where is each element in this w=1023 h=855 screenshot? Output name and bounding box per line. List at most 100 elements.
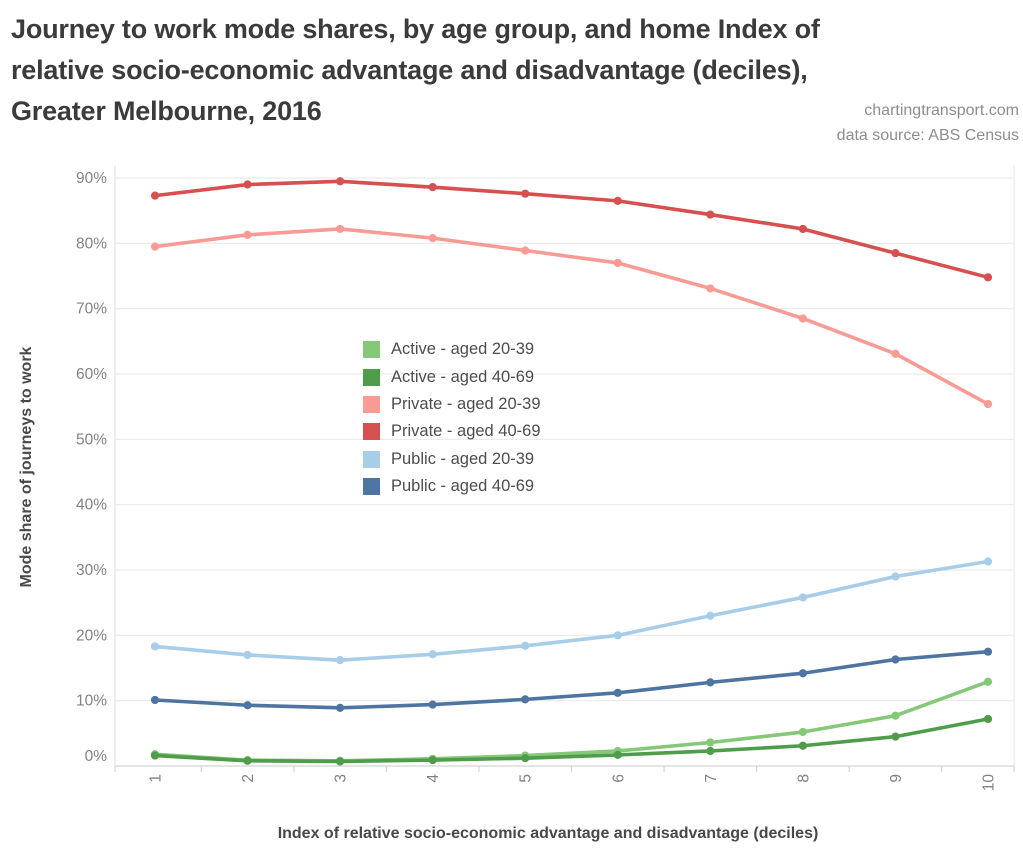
data-point-active-aged-40-69-decile-2 (243, 756, 252, 765)
y-tick-label-20%: 20% (76, 627, 107, 644)
data-point-private-aged-40-69-decile-10 (983, 273, 993, 282)
data-point-private-aged-20-39-decile-2 (243, 230, 252, 239)
series-line-public-aged-40-69 (153, 649, 990, 710)
x-tick-label-10: 10 (981, 774, 998, 792)
legend-label-public-aged-20-39: Public - aged 20-39 (391, 449, 535, 468)
y-tick-label-0%: 0% (85, 748, 108, 765)
data-point-private-aged-20-39-decile-3 (336, 224, 345, 234)
legend-swatch-active-aged-20-39 (363, 341, 380, 359)
chart-title-line-2: relative socio-economic advantage and di… (11, 55, 808, 85)
data-point-public-aged-40-69-decile-6 (613, 688, 622, 697)
legend-swatch-private-aged-20-39 (363, 395, 380, 413)
data-point-public-aged-20-39-decile-3 (336, 656, 345, 665)
x-tick-label-6: 6 (610, 774, 627, 783)
data-point-public-aged-40-69-decile-9 (891, 655, 900, 664)
chart-title-line-1: Journey to work mode shares, by age grou… (11, 14, 820, 44)
legend-item-private-aged-20-39: Private - aged 20-39 (363, 391, 541, 418)
y-tick-label-10%: 10% (76, 693, 107, 710)
legend-item-private-aged-40-69: Private - aged 40-69 (363, 418, 541, 445)
x-tick-label-5: 5 (518, 774, 535, 783)
x-tick-label-7: 7 (703, 774, 720, 783)
data-point-private-aged-40-69-decile-3 (336, 177, 345, 186)
x-tick-label-2: 2 (240, 774, 257, 783)
data-point-private-aged-20-39-decile-7 (706, 284, 715, 293)
x-tick-label-9: 9 (888, 774, 905, 783)
y-tick-label-40%: 40% (76, 497, 107, 514)
data-point-private-aged-20-39-decile-5 (521, 246, 530, 255)
data-point-private-aged-20-39-decile-9 (891, 349, 900, 358)
data-point-public-aged-40-69-decile-2 (243, 701, 252, 710)
legend: Active - aged 20-39 Active - aged 40-69 Pr… (363, 336, 541, 500)
data-point-active-aged-40-69-decile-9 (891, 732, 900, 741)
legend-item-public-aged-40-69: Public - aged 40-69 (363, 473, 541, 500)
legend-item-active-aged-20-39: Active - aged 20-39 (363, 336, 541, 363)
data-point-active-aged-20-39-decile-10 (983, 677, 993, 686)
legend-swatch-active-aged-40-69 (363, 368, 380, 386)
data-point-active-aged-40-69-decile-1 (150, 751, 160, 760)
chart-title-line-3: Greater Melbourne, 2016 (11, 96, 322, 126)
data-point-private-aged-20-39-decile-6 (613, 258, 622, 268)
data-point-private-aged-40-69-decile-1 (150, 191, 160, 200)
data-point-active-aged-40-69-decile-3 (336, 757, 345, 766)
data-point-active-aged-20-39-decile-7 (706, 738, 715, 747)
y-tick-label-70%: 70% (76, 301, 107, 318)
legend-label-active-aged-40-69: Active - aged 40-69 (391, 367, 535, 386)
legend-item-public-aged-20-39: Public - aged 20-39 (363, 446, 541, 473)
data-point-private-aged-20-39-decile-10 (983, 399, 993, 409)
series-line-private-aged-40-69 (153, 179, 990, 280)
data-point-public-aged-20-39-decile-7 (706, 611, 715, 620)
legend-swatch-public-aged-40-69 (363, 478, 380, 496)
x-tick-label-4: 4 (425, 774, 442, 783)
data-point-private-aged-40-69-decile-4 (428, 183, 437, 192)
data-point-public-aged-20-39-decile-9 (891, 572, 900, 581)
credit-block: chartingtransport.com data source: ABS C… (837, 98, 1019, 148)
data-point-public-aged-20-39-decile-10 (983, 557, 993, 566)
data-point-private-aged-40-69-decile-9 (891, 249, 900, 258)
series-line-active-aged-40-69 (153, 717, 990, 764)
data-point-public-aged-20-39-decile-1 (150, 642, 160, 651)
data-point-public-aged-20-39-decile-5 (521, 641, 530, 650)
legend-label-active-aged-20-39: Active - aged 20-39 (391, 340, 535, 359)
data-point-public-aged-40-69-decile-5 (521, 695, 530, 704)
data-point-active-aged-40-69-decile-8 (798, 741, 807, 750)
x-tick-label-3: 3 (333, 774, 350, 783)
data-point-public-aged-40-69-decile-4 (428, 700, 437, 709)
y-tick-label-60%: 60% (76, 366, 107, 383)
credit-site: chartingtransport.com (864, 102, 1019, 119)
x-axis-title: Index of relative socio-economic advanta… (277, 825, 819, 842)
data-point-public-aged-20-39-decile-6 (613, 631, 622, 640)
data-point-public-aged-40-69-decile-3 (336, 703, 345, 712)
data-point-private-aged-40-69-decile-7 (706, 210, 715, 219)
data-point-private-aged-20-39-decile-4 (428, 234, 437, 243)
y-tick-label-90%: 90% (76, 170, 107, 187)
data-point-public-aged-40-69-decile-10 (983, 647, 993, 656)
data-point-public-aged-40-69-decile-1 (150, 695, 160, 705)
data-point-private-aged-40-69-decile-2 (243, 180, 252, 189)
data-point-active-aged-40-69-decile-10 (983, 714, 993, 724)
legend-label-private-aged-20-39: Private - aged 20-39 (391, 394, 541, 413)
data-point-active-aged-40-69-decile-7 (706, 746, 715, 756)
data-point-private-aged-20-39-decile-8 (798, 314, 807, 323)
data-point-public-aged-40-69-decile-8 (798, 669, 807, 678)
y-tick-label-30%: 30% (76, 562, 107, 579)
series-line-active-aged-20-39 (153, 679, 990, 763)
legend-swatch-public-aged-20-39 (363, 450, 380, 468)
data-point-private-aged-40-69-decile-5 (521, 189, 530, 198)
x-tick-label-8: 8 (795, 774, 812, 783)
y-axis-title: Mode share of journeys to work (18, 346, 35, 588)
chart-title: Journey to work mode shares, by age grou… (11, 9, 820, 132)
data-point-public-aged-40-69-decile-7 (706, 678, 715, 687)
data-point-public-aged-20-39-decile-2 (243, 650, 252, 660)
data-point-public-aged-20-39-decile-8 (798, 593, 807, 602)
series-line-private-aged-20-39 (153, 227, 990, 406)
data-point-private-aged-40-69-decile-6 (613, 196, 622, 205)
data-point-public-aged-20-39-decile-4 (428, 650, 437, 659)
data-point-active-aged-40-69-decile-6 (613, 750, 622, 759)
legend-label-public-aged-40-69: Public - aged 40-69 (391, 477, 535, 496)
data-point-active-aged-20-39-decile-9 (891, 711, 900, 720)
y-tick-label-50%: 50% (76, 431, 107, 448)
legend-label-private-aged-40-69: Private - aged 40-69 (391, 422, 541, 441)
data-point-active-aged-40-69-decile-5 (521, 754, 530, 763)
